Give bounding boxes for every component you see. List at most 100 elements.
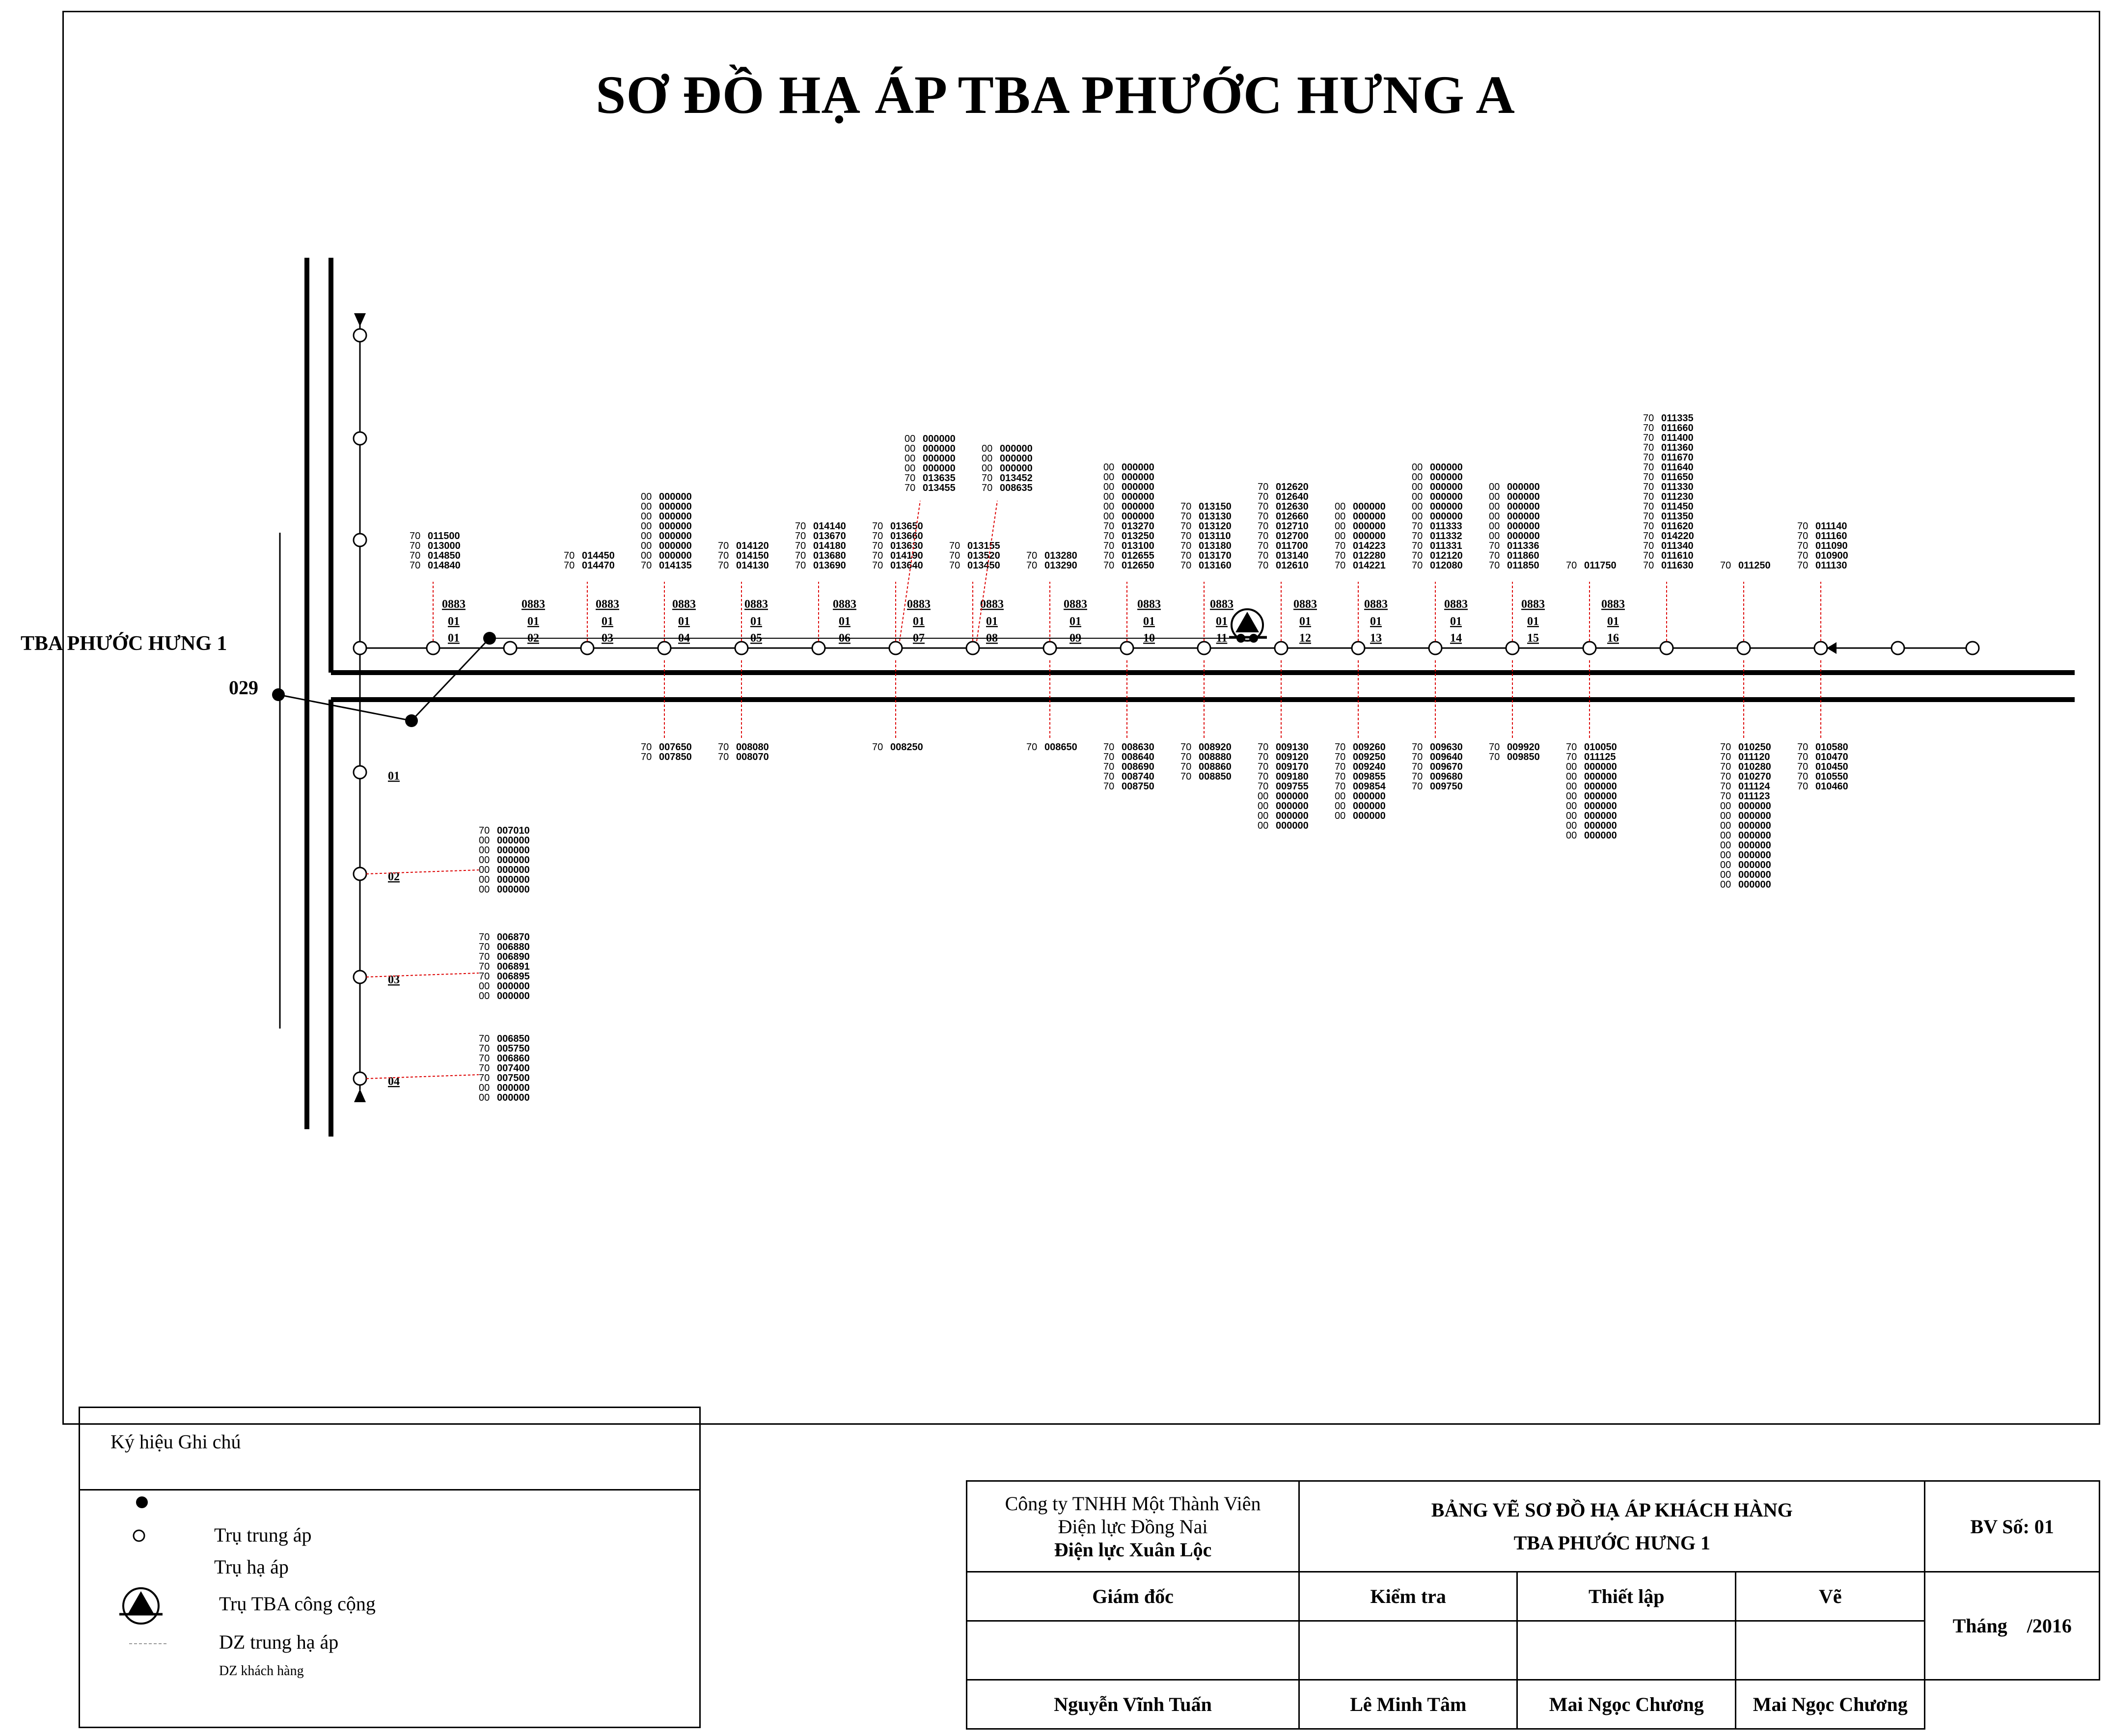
meter-above-code: 011700 [1276, 541, 1308, 551]
meter-above-code: 014120 [736, 541, 769, 551]
meter-above-code: 013452 [1000, 473, 1033, 484]
meter-below-prefix: 70 [1258, 781, 1268, 792]
meter-above-code: 000000 [1430, 491, 1463, 502]
meter-below-code: 009170 [1276, 761, 1309, 772]
meter-above-prefix: 70 [1180, 531, 1191, 542]
meter-below-prefix: 70 [1566, 742, 1577, 753]
meter-above-prefix: 00 [905, 453, 915, 464]
meter-above-prefix: 00 [1489, 501, 1500, 512]
low-voltage-pole [1505, 641, 1520, 655]
meter-below-prefix: 00 [1566, 820, 1577, 831]
drawing-title-2: TBA PHƯỚC HƯNG 1 [1513, 1532, 1710, 1554]
meter-below-code: 011124 [1738, 781, 1770, 792]
meter-above-code: 011330 [1661, 482, 1694, 492]
meter-above-code: 000000 [1353, 501, 1386, 512]
pole-number: 01 [448, 632, 460, 645]
meter-above-prefix: 70 [1335, 541, 1345, 551]
meter-left-prefix: 00 [479, 884, 490, 895]
signature-design [1516, 1620, 1737, 1681]
name-design: Mai Ngọc Chương [1516, 1679, 1737, 1730]
meter-above-prefix: 70 [1489, 560, 1500, 571]
meter-above-prefix: 00 [1489, 521, 1500, 532]
low-voltage-pole [353, 765, 367, 780]
meter-above-code: 014135 [659, 560, 692, 571]
pole-number: 05 [750, 632, 762, 645]
meter-above-prefix: 70 [872, 531, 883, 542]
meter-below-code: 009850 [1507, 752, 1540, 762]
signature-director [965, 1620, 1300, 1681]
pole-code: 0883 [1210, 598, 1234, 611]
meter-above-prefix: 70 [1026, 560, 1037, 571]
meter-above-code: 013670 [813, 531, 846, 542]
meter-below-prefix: 70 [1335, 752, 1345, 762]
meter-left-prefix: 70 [479, 1073, 490, 1084]
customer-line [976, 500, 998, 642]
pole-code: 0883 [1064, 598, 1087, 611]
pole-number: 10 [1143, 632, 1155, 645]
low-voltage-pole [1813, 641, 1828, 655]
pole-group: 01 [913, 615, 925, 628]
meter-below-code: 008080 [736, 742, 769, 753]
meter-above-code: 012710 [1276, 521, 1309, 532]
meter-above-prefix: 70 [410, 541, 420, 551]
meter-below-prefix: 70 [1720, 752, 1731, 762]
meter-above-prefix: 00 [1335, 521, 1345, 532]
meter-below-prefix: 00 [1720, 840, 1731, 851]
meter-below-prefix: 70 [1180, 742, 1191, 753]
meter-below-code: 000000 [1353, 801, 1386, 812]
meter-above-prefix: 70 [1180, 560, 1191, 571]
low-voltage-pole [1582, 641, 1597, 655]
meter-below-code: 000000 [1584, 771, 1617, 782]
meter-above-code: 011340 [1661, 541, 1694, 551]
meter-below-code: 009755 [1276, 781, 1309, 792]
meter-below-prefix: 00 [1258, 811, 1268, 821]
pole-group: 01 [839, 615, 850, 628]
meter-left-prefix: 70 [479, 961, 490, 972]
low-voltage-pole [1736, 641, 1751, 655]
meter-above-code: 014140 [813, 521, 846, 532]
meter-below-prefix: 00 [1720, 879, 1731, 890]
meter-below-code: 008650 [1044, 742, 1077, 753]
meter-below-prefix: 70 [1720, 791, 1731, 802]
meter-left-code: 006880 [497, 942, 530, 952]
meter-above-prefix: 00 [641, 550, 652, 561]
meter-above-code: 012620 [1276, 482, 1309, 492]
meter-above-code: 013250 [1122, 531, 1154, 542]
drawing-number: BV Số: 01 [1924, 1480, 2100, 1573]
meter-left-code: 006891 [497, 961, 530, 972]
meter-above-prefix: 70 [1258, 491, 1268, 502]
meter-left-code: 000000 [497, 1092, 530, 1103]
meter-below-code: 000000 [1584, 820, 1617, 831]
meter-above-code: 000000 [1507, 521, 1540, 532]
meter-above-code: 011850 [1507, 560, 1539, 571]
pole-code: 0883 [442, 598, 466, 611]
meter-above-code: 011450 [1661, 501, 1694, 512]
meter-left-prefix: 70 [479, 942, 490, 952]
meter-above-code: 008635 [1000, 483, 1033, 493]
meter-above-code: 000000 [1430, 501, 1463, 512]
meter-below-prefix: 00 [1566, 811, 1577, 821]
meter-below-code: 010450 [1815, 761, 1848, 772]
meter-above-prefix: 70 [1258, 511, 1268, 522]
meter-above-prefix: 00 [982, 453, 992, 464]
meter-above-code: 014221 [1353, 560, 1386, 571]
pole-number: 06 [839, 632, 850, 645]
meter-above-code: 011335 [1661, 413, 1694, 424]
pole-group: 01 [448, 615, 460, 628]
meter-above-prefix: 70 [1180, 541, 1191, 551]
meter-below-code: 000000 [1276, 811, 1309, 821]
meter-below-prefix: 70 [1026, 742, 1037, 753]
low-voltage-pole [353, 431, 367, 446]
meter-above-prefix: 00 [1412, 491, 1423, 502]
meter-above-prefix: 70 [1258, 560, 1268, 571]
meter-below-prefix: 70 [1720, 742, 1731, 753]
meter-below-prefix: 00 [1720, 820, 1731, 831]
meter-above-code: 012280 [1353, 550, 1386, 561]
name-draw: Mai Ngọc Chương [1735, 1679, 1926, 1730]
signature-draw [1735, 1620, 1926, 1681]
meter-below-prefix: 70 [1103, 761, 1114, 772]
meter-below-code: 009670 [1430, 761, 1463, 772]
pole-number: 12 [1299, 632, 1311, 645]
company-line-2: Điện lực Đồng Nai [1058, 1515, 1208, 1538]
station-label: TBA PHƯỚC HƯNG 1 [21, 632, 227, 655]
